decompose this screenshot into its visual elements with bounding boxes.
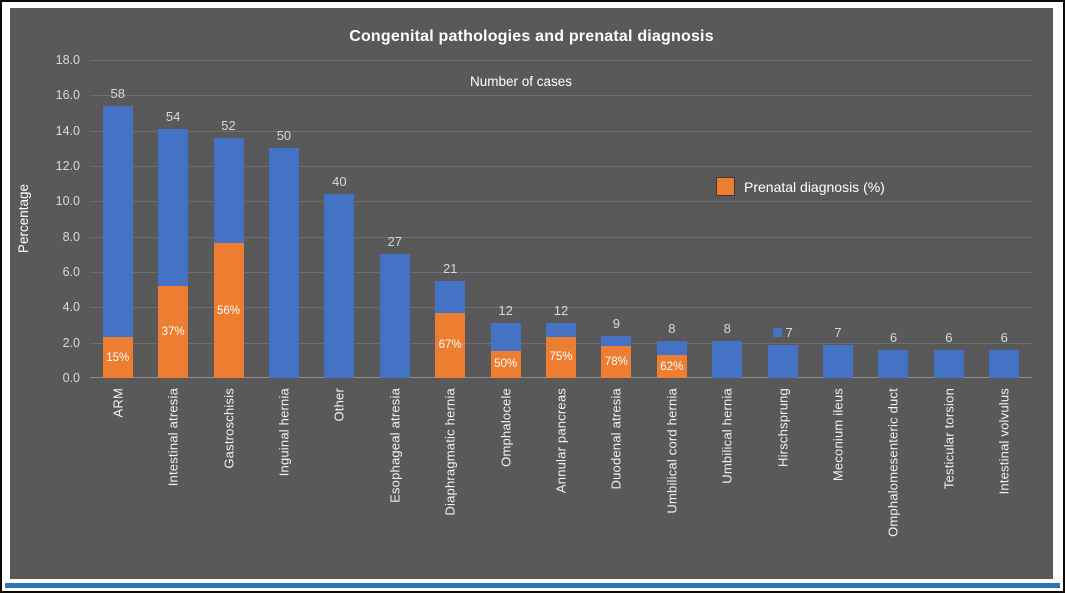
y-tick-label: 14.0 bbox=[55, 123, 80, 138]
case-count-label: 21 bbox=[442, 260, 458, 276]
y-tick-label: 6.0 bbox=[62, 265, 80, 279]
gridline bbox=[90, 166, 1032, 167]
case-count-label: 6 bbox=[889, 329, 898, 345]
legend-label: Prenatal diagnosis (%) bbox=[744, 178, 885, 195]
cases-bar bbox=[324, 194, 355, 378]
bottom-accent-band bbox=[5, 583, 1060, 588]
category-label: Intestinal atresia bbox=[165, 388, 181, 487]
category-axis: ARM Intestinal atresia Gastroschisis Inguin… bbox=[90, 388, 1032, 579]
case-count-label: 7 bbox=[743, 325, 822, 340]
category-label: Gastroschisis bbox=[221, 388, 237, 469]
prenatal-bar bbox=[213, 243, 244, 378]
prenatal-bar bbox=[102, 337, 133, 378]
case-count-label: 9 bbox=[612, 316, 621, 332]
chart-panel: Congenital pathologies and prenatal diag… bbox=[10, 8, 1053, 579]
gridline bbox=[90, 201, 1032, 202]
prenatal-bar bbox=[435, 312, 466, 378]
prenatal-bar bbox=[601, 345, 632, 378]
y-tick-label: 10.0 bbox=[55, 194, 80, 209]
cases-bar bbox=[379, 254, 410, 378]
case-count-label: 7 bbox=[834, 325, 842, 341]
cases-bar bbox=[767, 345, 798, 378]
cases-bar bbox=[823, 345, 854, 378]
y-tick-label: 2.0 bbox=[62, 335, 80, 350]
case-count-label: 12 bbox=[553, 303, 569, 319]
case-count-label: 6 bbox=[1000, 329, 1008, 345]
prenatal-bar bbox=[158, 285, 189, 378]
gridline bbox=[90, 131, 1032, 132]
cases-bar bbox=[102, 105, 133, 378]
case-count-label: 6 bbox=[945, 329, 953, 345]
category-label: Diaphragmatic hernia bbox=[442, 388, 458, 516]
plot-area: 0.0 2.0 4.0 6.0 8.0 10.0 12.0 14.0 16.0 18.0 15% 58… bbox=[56, 53, 1032, 385]
category-label: Duodenal atresia bbox=[608, 388, 624, 490]
cases-bar bbox=[878, 349, 909, 378]
gridline bbox=[90, 60, 1032, 61]
category-label: Intestinal volvulus bbox=[996, 388, 1012, 495]
category-label: ARM bbox=[110, 388, 126, 418]
gridline bbox=[90, 237, 1032, 238]
y-tick-label: 4.0 bbox=[62, 300, 80, 315]
blue-square-marker bbox=[772, 328, 782, 338]
case-count-label: 12 bbox=[498, 303, 513, 319]
category-label: Omphalocele bbox=[498, 388, 514, 467]
category-label: Umbilical hernia bbox=[719, 388, 735, 484]
prenatal-bar bbox=[490, 350, 521, 378]
y-tick-label: 0.0 bbox=[62, 371, 80, 385]
cases-bar bbox=[712, 340, 743, 378]
y-axis-title: Percentage bbox=[15, 184, 31, 254]
y-tick-label: 16.0 bbox=[55, 88, 80, 103]
case-count-label: 54 bbox=[165, 108, 181, 124]
case-count-label: 8 bbox=[668, 320, 676, 336]
case-count-label: 58 bbox=[110, 85, 125, 101]
y-axis-title-wrap: Percentage bbox=[12, 60, 34, 378]
cases-bar bbox=[989, 349, 1020, 378]
gridline bbox=[90, 307, 1032, 308]
category-label: Other bbox=[331, 388, 347, 422]
case-count-label: 8 bbox=[723, 320, 731, 336]
prenatal-bar bbox=[546, 336, 576, 378]
category-label: Umbilical cord hernia bbox=[664, 388, 680, 514]
case-count-label: 27 bbox=[387, 234, 402, 250]
case-count-label: 50 bbox=[276, 128, 292, 144]
chart-subtitle: Number of cases bbox=[469, 74, 573, 89]
cases-bar bbox=[933, 349, 964, 378]
category-label: Omphalomesenteric duct bbox=[885, 388, 901, 537]
prenatal-bar bbox=[656, 355, 687, 378]
case-count-label: 52 bbox=[221, 117, 236, 133]
category-label: Hirschsprung bbox=[775, 388, 791, 467]
cases-bar bbox=[268, 148, 299, 378]
y-tick-label: 8.0 bbox=[62, 229, 80, 244]
category-label: Annular pancreas bbox=[553, 388, 569, 494]
legend: Prenatal diagnosis (%) bbox=[716, 177, 885, 196]
category-label: Inguinal hernia bbox=[276, 388, 292, 477]
case-count-label: 40 bbox=[332, 174, 347, 190]
category-label: Meconium ileus bbox=[830, 388, 846, 482]
gridline bbox=[90, 95, 1032, 96]
category-label: Testicular torsion bbox=[941, 388, 957, 490]
category-label: Esophageal atresia bbox=[387, 388, 403, 503]
y-tick-label: 12.0 bbox=[55, 159, 80, 173]
legend-swatch-orange bbox=[716, 177, 735, 196]
chart-title: Congenital pathologies and prenatal diag… bbox=[349, 28, 714, 45]
gridline bbox=[90, 272, 1032, 273]
y-tick-label: 18.0 bbox=[55, 53, 80, 67]
